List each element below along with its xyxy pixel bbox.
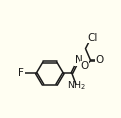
Text: F: F <box>18 68 24 78</box>
Text: N: N <box>75 55 83 65</box>
Text: O: O <box>95 55 103 65</box>
Text: Cl: Cl <box>87 33 98 43</box>
Text: NH$_2$: NH$_2$ <box>67 80 87 92</box>
Text: O: O <box>80 61 89 71</box>
